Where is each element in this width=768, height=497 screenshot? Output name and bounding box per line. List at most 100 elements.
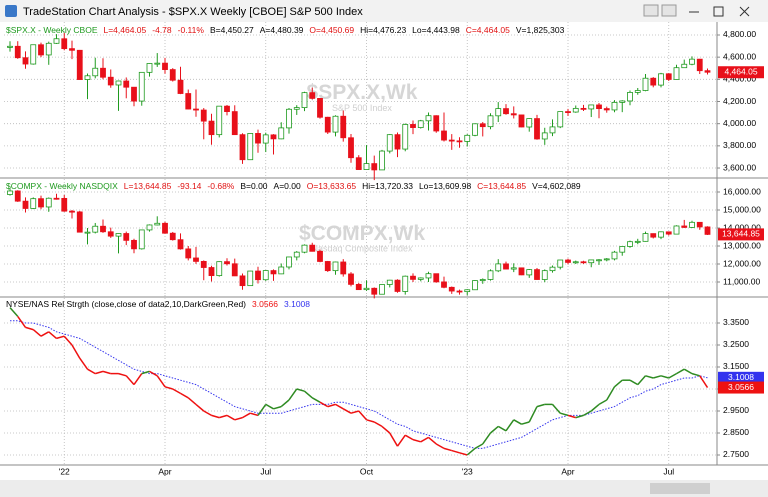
strength-segment — [691, 372, 700, 377]
strength-segment — [482, 432, 492, 445]
strength-segment — [25, 326, 34, 331]
candle-body — [704, 226, 711, 235]
strength-segment — [63, 335, 73, 346]
candle-body — [22, 200, 29, 209]
candle-body — [611, 251, 618, 260]
y-tick-label: 4,000.00 — [723, 118, 756, 128]
header-item: A=4,480.39 — [260, 25, 304, 35]
strength-segment — [551, 403, 561, 414]
candle-body — [503, 108, 509, 115]
candle-body — [100, 225, 106, 233]
candle-body — [425, 115, 432, 122]
candle-body — [363, 163, 370, 170]
x-tick-label: Apr — [158, 466, 171, 476]
strength-segment — [497, 425, 507, 432]
average-line — [10, 320, 708, 449]
last-value-box — [718, 381, 764, 394]
candle-body — [402, 124, 409, 150]
candle-body — [503, 263, 509, 270]
candle-body — [255, 270, 261, 281]
header-item: Lo=13,609.98 — [419, 181, 472, 191]
strength-segment — [373, 421, 383, 428]
strength-segment — [598, 399, 608, 406]
candle-body — [200, 260, 207, 268]
candle-body — [479, 279, 486, 281]
candle-body — [53, 38, 60, 44]
x-tick-label: Oct — [360, 466, 374, 476]
candle-body — [332, 115, 339, 133]
y-tick-label: 3.3500 — [723, 317, 749, 327]
scroll-bar[interactable] — [0, 480, 768, 497]
candle-body — [208, 120, 215, 136]
candle-body — [441, 130, 447, 141]
candle-body — [324, 116, 331, 133]
candle-body — [309, 244, 316, 252]
candle-body — [38, 198, 44, 208]
candle-body — [596, 259, 602, 262]
candle-body — [518, 267, 525, 276]
header-item: V=4,602,089 — [532, 181, 581, 191]
watermark-subtitle: Nasdaq Composite Index — [311, 244, 413, 254]
candle-body — [270, 270, 277, 275]
candle-body — [464, 289, 471, 293]
candle-body — [689, 221, 695, 228]
strength-segment — [567, 414, 576, 419]
candle-body — [61, 197, 68, 212]
candle-body — [340, 115, 347, 139]
candle-body — [38, 44, 44, 56]
candle-body — [634, 90, 641, 93]
candle-body — [200, 109, 207, 122]
y-tick-label: 14,000.00 — [723, 222, 761, 232]
header-item: -93.14 — [177, 181, 201, 191]
strength-segment — [280, 399, 290, 408]
candle-body — [379, 284, 385, 295]
candle-body — [689, 58, 695, 65]
close-button[interactable] — [739, 6, 750, 17]
header-item: $COMPX - Weekly NASDQIX — [6, 181, 118, 191]
header-item: O=13,633.65 — [307, 181, 357, 191]
strength-segment — [288, 388, 298, 401]
strength-segment — [443, 447, 452, 452]
candle-body — [123, 233, 130, 241]
candle-body — [549, 126, 556, 134]
header-item: C=4,464.05 — [466, 25, 510, 35]
strength-segment — [668, 372, 677, 379]
menu-button[interactable] — [661, 4, 677, 17]
strength-segment — [180, 392, 189, 399]
strength-segment — [172, 388, 181, 395]
candle-body — [317, 98, 323, 118]
strength-segment — [396, 434, 406, 447]
strength-segment — [335, 403, 344, 410]
header-item: Lo=4,443.98 — [412, 25, 460, 35]
strength-segment — [358, 410, 368, 421]
last-value-label: 13,644.85 — [722, 229, 760, 239]
link-button[interactable] — [643, 4, 659, 17]
candle-body — [45, 42, 52, 56]
candle-body — [441, 281, 447, 288]
candle-body — [658, 231, 664, 238]
y-tick-label: 13,000.00 — [723, 240, 761, 250]
strength-segment — [9, 307, 19, 317]
pane-header: $SPX.X - Weekly CBOE L=4,464.05 -4.78 -0.11… — [6, 25, 565, 35]
candle-body — [650, 233, 657, 238]
strength-segment — [164, 386, 173, 390]
y-tick-label: 11,000.00 — [723, 276, 760, 286]
candle-body — [487, 115, 494, 128]
strength-segment — [327, 403, 336, 408]
chart-area — [0, 22, 768, 480]
candle-body — [293, 107, 300, 110]
scroll-thumb[interactable] — [650, 483, 710, 494]
candle-body — [541, 270, 548, 280]
candle-body — [565, 259, 571, 263]
maximize-button[interactable] — [713, 6, 724, 17]
candle-body — [572, 107, 579, 113]
candle-body — [456, 140, 463, 143]
candle-body — [92, 225, 99, 233]
candle-body — [518, 114, 525, 128]
strength-segment — [257, 403, 267, 416]
x-tick-label: Jul — [260, 466, 271, 476]
watermark: $COMPX,Wk — [299, 222, 425, 245]
strength-segment — [699, 375, 709, 388]
candle-body — [526, 269, 533, 276]
candle-body — [177, 79, 184, 94]
